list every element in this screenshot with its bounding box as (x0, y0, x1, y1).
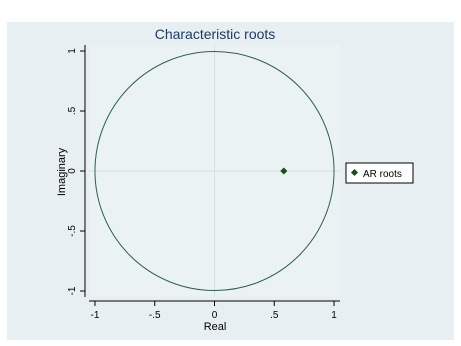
y-axis-label: Imaginary (56, 147, 68, 196)
reference-lines (89, 45, 340, 297)
x-tick-label: -1 (91, 310, 100, 321)
legend: AR roots (345, 162, 414, 184)
y-axis: -1 -.5 0 .5 1 (67, 45, 86, 297)
x-tick-label: .5 (270, 310, 279, 321)
data-points (280, 167, 288, 175)
x-tick-label: -.5 (149, 310, 161, 321)
chart-title: Characteristic roots (155, 26, 276, 42)
y-tick-label: -.5 (67, 225, 78, 237)
legend-box (345, 162, 414, 184)
legend-label: AR roots (363, 169, 402, 180)
x-tick-label: 0 (212, 310, 218, 321)
y-tick-label: 1 (67, 48, 78, 54)
y-tick-label: 0 (67, 168, 78, 174)
y-tick-label: .5 (67, 106, 78, 115)
x-axis-label: Real (204, 321, 227, 333)
legend-marker (350, 168, 359, 177)
ar-root-point (280, 167, 288, 175)
unit-circle (94, 50, 335, 292)
x-tick-label: 1 (331, 310, 337, 321)
x-axis: -1 -.5 0 .5 1 (89, 300, 340, 321)
y-tick-label: -1 (67, 286, 78, 295)
